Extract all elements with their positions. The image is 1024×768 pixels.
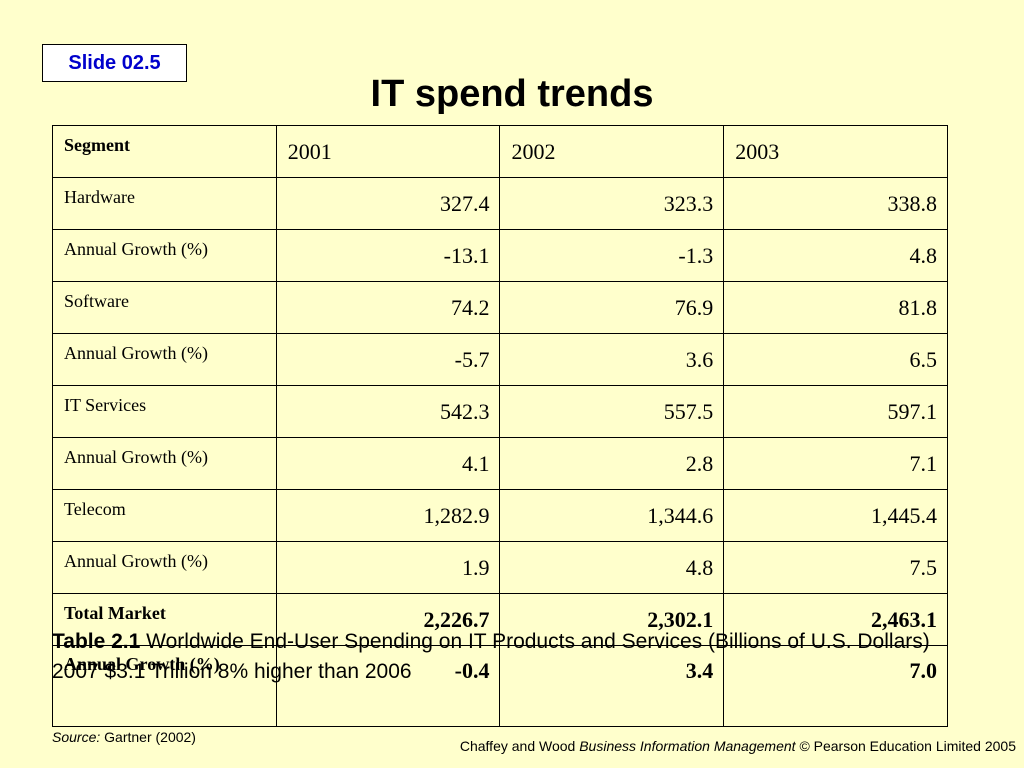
cell-2001: 327.4 xyxy=(275,177,501,230)
cell-2002: 1,344.6 xyxy=(499,489,725,542)
cell-2002: 3.6 xyxy=(499,333,725,386)
cell-2003: 7.1 xyxy=(723,437,948,490)
cell-2001: -0.4 xyxy=(275,645,501,727)
cell-2002: 557.5 xyxy=(499,385,725,438)
table-row-hardware-growth: Annual Growth (%) -13.1 -1.3 4.8 xyxy=(52,229,948,282)
cell-2001: 1.9 xyxy=(275,541,501,594)
table-caption: Table 2.1 Worldwide End-User Spending on… xyxy=(52,627,982,687)
slide-number-label: Slide 02.5 xyxy=(68,51,161,74)
table-row-telecom-growth: Annual Growth (%) 1.9 4.8 7.5 xyxy=(52,541,948,594)
row-label: Annual Growth (%) xyxy=(52,333,277,386)
table-row-hardware: Hardware 327.4 323.3 338.8 xyxy=(52,177,948,230)
cell-2002: 3.4 xyxy=(499,645,725,727)
cell-2003: 6.5 xyxy=(723,333,948,386)
cell-2003: 2,463.1 xyxy=(723,593,948,646)
cell-2002: 2.8 xyxy=(499,437,725,490)
footer-book-title: Business Information Management xyxy=(579,738,796,754)
cell-2001: -5.7 xyxy=(275,333,501,386)
caption-text: Worldwide End-User Spending on IT Produc… xyxy=(52,630,930,683)
source-text: Gartner (2002) xyxy=(104,729,196,745)
cell-2003: 7.0 xyxy=(723,645,948,727)
cell-2003: 4.8 xyxy=(723,229,948,282)
slide-title: IT spend trends xyxy=(370,73,654,115)
cell-2002: 323.3 xyxy=(499,177,725,230)
table-row-total-growth: Annual Growth (%) -0.4 3.4 7.0 xyxy=(52,645,948,727)
cell-2003: 81.8 xyxy=(723,281,948,334)
column-header-2001: 2001 xyxy=(275,125,501,178)
row-label: IT Services xyxy=(52,385,277,438)
footer-rights: © Pearson Education Limited 2005 xyxy=(799,738,1016,754)
column-header-2002: 2002 xyxy=(499,125,725,178)
column-header-2003: 2003 xyxy=(723,125,948,178)
table-header-row: Segment 2001 2002 2003 xyxy=(52,125,948,178)
footer-credit: Chaffey and Wood Business Information Ma… xyxy=(460,738,1016,754)
caption-label: Table 2.1 xyxy=(52,630,141,653)
row-label: Annual Growth (%) xyxy=(52,541,277,594)
cell-2001: 542.3 xyxy=(275,385,501,438)
row-label: Annual Growth (%) xyxy=(52,437,277,490)
row-label: Total Market xyxy=(52,593,277,646)
table-row-it-services: IT Services 542.3 557.5 597.1 xyxy=(52,385,948,438)
row-label: Software xyxy=(52,281,277,334)
cell-2003: 338.8 xyxy=(723,177,948,230)
row-label: Annual Growth (%) xyxy=(52,229,277,282)
cell-2001: -13.1 xyxy=(275,229,501,282)
slide-number-badge: Slide 02.5 xyxy=(42,44,187,82)
cell-2002: 4.8 xyxy=(499,541,725,594)
cell-2003: 7.5 xyxy=(723,541,948,594)
cell-2003: 1,445.4 xyxy=(723,489,948,542)
cell-2002: 76.9 xyxy=(499,281,725,334)
row-label: Hardware xyxy=(52,177,277,230)
source-note: Source: Gartner (2002) xyxy=(52,729,196,745)
source-label: Source: xyxy=(52,729,101,745)
cell-2001: 1,282.9 xyxy=(275,489,501,542)
cell-2003: 597.1 xyxy=(723,385,948,438)
row-label: Annual Growth (%) xyxy=(52,645,277,727)
table-row-total-market: Total Market 2,226.7 2,302.1 2,463.1 xyxy=(52,593,948,646)
table-row-it-services-growth: Annual Growth (%) 4.1 2.8 7.1 xyxy=(52,437,948,490)
cell-2002: -1.3 xyxy=(499,229,725,282)
it-spend-table: Segment 2001 2002 2003 Hardware 327.4 32… xyxy=(52,125,948,727)
cell-2001: 4.1 xyxy=(275,437,501,490)
cell-2001: 2,226.7 xyxy=(275,593,501,646)
cell-2001: 74.2 xyxy=(275,281,501,334)
table-row-software-growth: Annual Growth (%) -5.7 3.6 6.5 xyxy=(52,333,948,386)
table-row-software: Software 74.2 76.9 81.8 xyxy=(52,281,948,334)
footer-authors: Chaffey and Wood xyxy=(459,738,576,754)
column-header-segment: Segment xyxy=(52,125,277,178)
table-row-telecom: Telecom 1,282.9 1,344.6 1,445.4 xyxy=(52,489,948,542)
row-label: Telecom xyxy=(52,489,277,542)
